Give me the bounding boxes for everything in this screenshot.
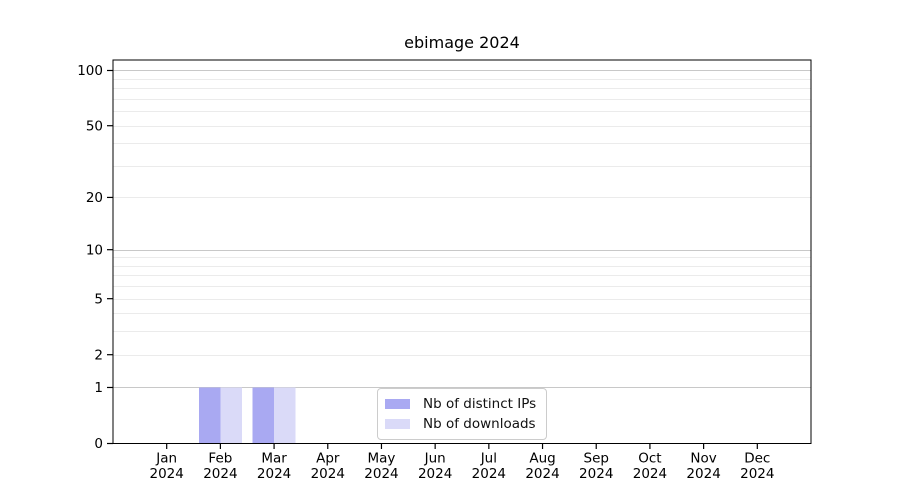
legend-label-downloads: Nb of downloads [423,416,536,432]
bar-downloads [274,387,296,444]
x-tick-label: Nov 2024 [686,451,720,483]
y-tick-label: 10 [86,242,103,258]
x-tick-label: May 2024 [364,451,398,483]
bar-distinct-ips [198,387,221,444]
y-tick-label: 1 [94,380,103,396]
y-tick-label: 0 [94,436,103,452]
x-tick-label: Dec 2024 [740,451,774,483]
chart-title: ebimage 2024 [404,33,520,52]
legend-swatch-downloads [385,419,410,429]
bar-downloads [220,387,242,444]
legend-label-distinct-ips: Nb of distinct IPs [423,396,537,412]
x-tick-label: Jul 2024 [472,451,506,483]
legend-swatch-distinct-ips [385,399,410,409]
chart-legend: Nb of distinct IPs Nb of downloads [377,388,548,440]
legend-item-distinct-ips: Nb of distinct IPs [385,396,536,412]
legend-item-downloads: Nb of downloads [385,416,536,432]
x-tick-label: Sep 2024 [579,451,613,483]
x-tick-label: Mar 2024 [257,451,291,483]
y-tick-label: 2 [94,347,103,363]
y-tick-label: 20 [86,190,103,206]
y-tick-label: 50 [86,118,103,134]
bar-distinct-ips [252,387,275,444]
x-tick-label: Oct 2024 [633,451,667,483]
x-tick-label: Jan 2024 [150,451,184,483]
y-tick-label: 100 [77,63,103,79]
x-tick-label: Aug 2024 [525,451,559,483]
x-tick-label: Feb 2024 [203,451,237,483]
x-tick-label: Jun 2024 [418,451,452,483]
y-tick-label: 5 [94,291,103,307]
plot-border [112,59,812,445]
x-tick-label: Apr 2024 [311,451,345,483]
